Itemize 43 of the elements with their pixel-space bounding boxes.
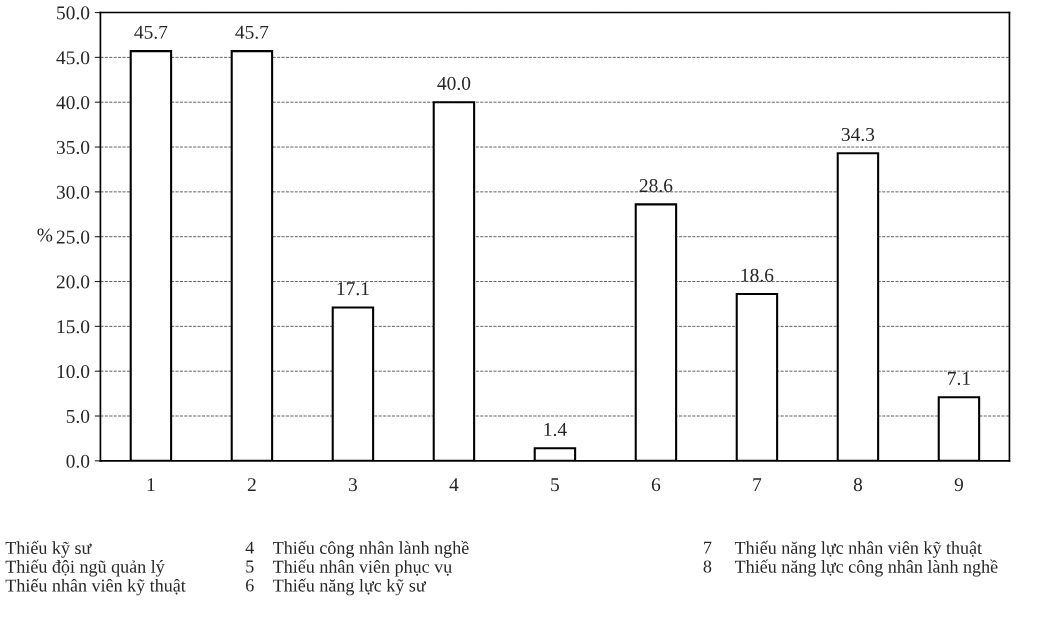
text: 8 [703, 560, 712, 573]
x-tick-label: 2 [247, 478, 256, 491]
text: Thiếu công nhân lành nghề [273, 540, 469, 558]
data-label: 34.3 [841, 127, 875, 142]
data-label: 17.1 [337, 282, 369, 296]
data-label: 28.6 [639, 179, 673, 193]
y-tick-label: 30.0 [56, 185, 90, 199]
x-tick-label: 8 [853, 478, 863, 492]
text: 4 [245, 541, 254, 554]
x-tick-label: 6 [651, 478, 661, 492]
text: Thiếu năng lực công nhân lành nghề [734, 559, 998, 577]
text: Thiếu năng lực nhân viên kỹ thuật [734, 540, 982, 558]
x-tick-label: 1 [147, 478, 155, 491]
data-label: 18.6 [741, 268, 774, 282]
x-tick-label: 3 [348, 478, 358, 492]
data-label: 7.1 [948, 371, 970, 385]
text: Thiếu nhân viên kỹ thuật [5, 578, 186, 596]
text: Thiếu nhân viên phục vụ [273, 559, 452, 577]
y-tick-label: 40.0 [56, 96, 90, 110]
y-tick-label: 20.0 [56, 275, 90, 289]
text: 7 [704, 541, 712, 554]
x-tick-label: 4 [449, 478, 459, 491]
data-label: 1.4 [544, 422, 567, 437]
y-tick-label: 10.0 [57, 365, 90, 379]
y-tick-label: 15.0 [57, 320, 90, 334]
text: Thiếu đội ngũ quản lý [5, 559, 165, 577]
data-label: 45.7 [134, 25, 168, 39]
text: Thiếu kỹ sư [5, 540, 92, 558]
x-tick-label: 7 [753, 478, 762, 491]
x-tick-label: 9 [954, 478, 963, 492]
y-tick-label: 50.0 [57, 6, 90, 20]
y-tick-label: 45.0 [56, 51, 90, 65]
y-tick-label: 25.0 [56, 230, 90, 244]
y-tick-label: 5.0 [66, 409, 90, 424]
text: Thiếu năng lực kỹ sư [273, 578, 427, 596]
text: 5 [246, 560, 254, 573]
text: 6 [246, 579, 254, 592]
y-tick-label: 35.0 [56, 140, 90, 155]
data-label: 40.0 [437, 76, 471, 90]
x-tick-label: 5 [551, 478, 560, 492]
y-tick-label: 0.0 [66, 454, 90, 468]
data-label: 45.7 [235, 25, 269, 39]
y-axis-title: % [37, 228, 53, 242]
